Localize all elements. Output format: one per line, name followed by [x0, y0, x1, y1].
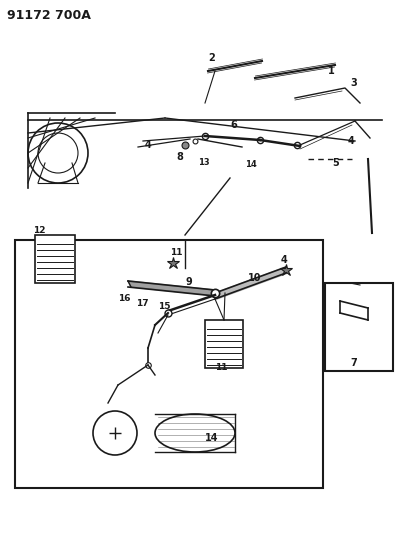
Bar [35, 235, 75, 283]
Bar [325, 283, 393, 371]
Text: 8: 8 [176, 152, 183, 162]
Bar [205, 320, 243, 368]
Polygon shape [128, 281, 218, 296]
Text: 16: 16 [118, 294, 130, 303]
Text: 4: 4 [348, 136, 355, 146]
Text: 4: 4 [281, 255, 288, 265]
Text: 2: 2 [208, 53, 215, 63]
Text: 11: 11 [170, 248, 182, 257]
Text: 13: 13 [198, 158, 210, 167]
Bar [15, 240, 323, 488]
Text: 15: 15 [158, 302, 170, 311]
Text: 7: 7 [350, 358, 357, 368]
Text: 17: 17 [136, 299, 149, 308]
Text: 14: 14 [245, 160, 257, 169]
Text: 4: 4 [145, 140, 152, 150]
Text: 6: 6 [230, 120, 237, 130]
Polygon shape [215, 267, 288, 299]
Text: 91172 700A: 91172 700A [7, 9, 91, 22]
Text: 10: 10 [248, 273, 262, 283]
Text: 12: 12 [33, 226, 46, 235]
Text: 3: 3 [350, 78, 357, 88]
Text: 9: 9 [186, 277, 193, 287]
Text: 5: 5 [332, 158, 339, 168]
Text: 1: 1 [328, 66, 335, 76]
Text: 14: 14 [205, 433, 218, 443]
Text: 11: 11 [215, 363, 228, 372]
